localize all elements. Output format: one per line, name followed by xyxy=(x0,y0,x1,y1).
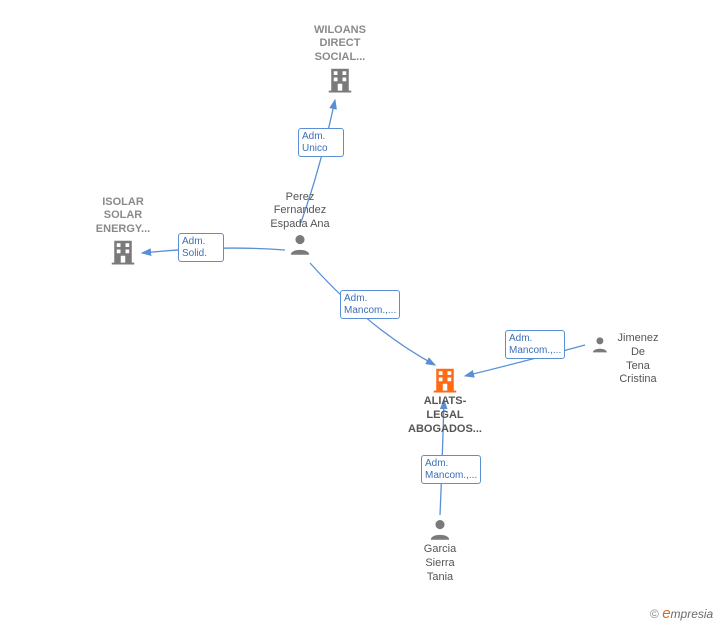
node-aliats[interactable]: ALIATS- LEGAL ABOGADOS... xyxy=(408,365,482,437)
person-icon xyxy=(427,517,453,543)
node-label: ISOLAR SOLAR ENERGY... xyxy=(96,196,150,237)
edge-label-perez-wiloans: Adm. Unico xyxy=(298,128,344,157)
node-label: WILOANS DIRECT SOCIAL... xyxy=(314,24,366,65)
copyright-symbol: © xyxy=(650,607,659,621)
watermark-brand-rest: mpresia xyxy=(671,607,714,621)
node-garcia[interactable]: Garcia Sierra Tania xyxy=(405,517,475,585)
node-label: Garcia Sierra Tania xyxy=(424,543,456,584)
watermark-brand-e: e xyxy=(662,605,670,622)
building-icon xyxy=(325,65,355,95)
building-icon xyxy=(430,365,460,395)
building-icon xyxy=(108,237,138,267)
watermark-brand: empresia xyxy=(662,607,713,621)
watermark: © empresia xyxy=(650,605,713,622)
node-label: Perez Fernandez Espada Ana xyxy=(270,191,329,232)
person-icon xyxy=(287,232,313,258)
node-label: Jimenez De Tena Cristina xyxy=(616,332,660,387)
node-isolar[interactable]: ISOLAR SOLAR ENERGY... xyxy=(88,196,158,268)
node-wiloans[interactable]: WILOANS DIRECT SOCIAL... xyxy=(305,24,375,96)
edge-label-garcia-aliats: Adm. Mancom.,... xyxy=(421,455,481,484)
person-icon xyxy=(590,332,610,358)
node-label: ALIATS- LEGAL ABOGADOS... xyxy=(408,395,482,436)
edge-label-perez-isolar: Adm. Solid. xyxy=(178,233,224,262)
node-jimenez[interactable]: Jimenez De Tena Cristina xyxy=(590,332,660,387)
node-perez[interactable]: Perez Fernandez Espada Ana xyxy=(265,191,335,259)
edge-label-perez-aliats: Adm. Mancom.,... xyxy=(340,290,400,319)
edge-label-jimenez-aliats: Adm. Mancom.,... xyxy=(505,330,565,359)
